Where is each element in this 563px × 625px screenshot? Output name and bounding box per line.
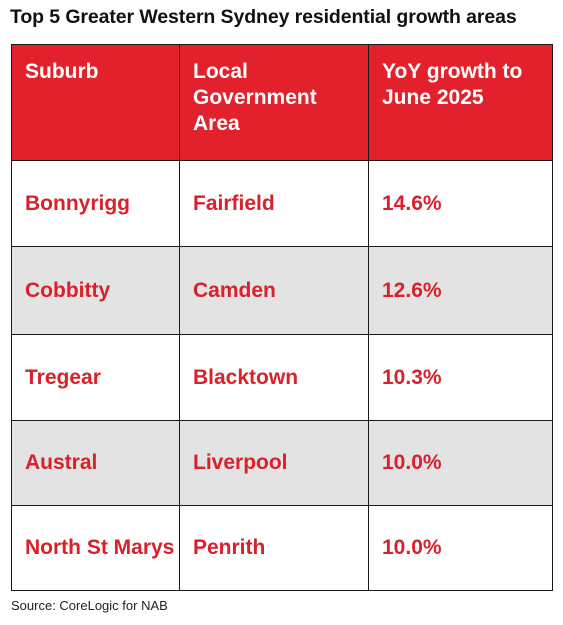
table-row: North St Marys Penrith 10.0% — [11, 505, 553, 591]
table-header-row: Suburb Local Government Area YoY growth … — [11, 44, 553, 161]
growth-cell: 10.0% — [368, 420, 553, 506]
suburb-cell: Tregear — [11, 334, 180, 421]
table-row: Austral Liverpool 10.0% — [11, 420, 553, 506]
growth-cell: 12.6% — [368, 246, 553, 335]
suburb-cell: Bonnyrigg — [11, 160, 180, 247]
suburb-cell: North St Marys — [11, 505, 180, 591]
source-note: Source: CoreLogic for NAB — [11, 598, 168, 613]
column-header-lga: Local Government Area — [179, 44, 369, 161]
lga-cell: Blacktown — [179, 334, 369, 421]
table-title: Top 5 Greater Western Sydney residential… — [10, 6, 517, 28]
growth-cell: 10.3% — [368, 334, 553, 421]
table-row: Tregear Blacktown 10.3% — [11, 334, 553, 421]
growth-cell: 10.0% — [368, 505, 553, 591]
table-row: Cobbitty Camden 12.6% — [11, 246, 553, 335]
suburb-cell: Austral — [11, 420, 180, 506]
column-header-growth: YoY growth to June 2025 — [368, 44, 553, 161]
suburb-cell: Cobbitty — [11, 246, 180, 335]
table-row: Bonnyrigg Fairfield 14.6% — [11, 160, 553, 247]
growth-areas-table: Suburb Local Government Area YoY growth … — [11, 44, 553, 591]
column-header-suburb: Suburb — [11, 44, 180, 161]
lga-cell: Camden — [179, 246, 369, 335]
lga-cell: Liverpool — [179, 420, 369, 506]
lga-cell: Penrith — [179, 505, 369, 591]
growth-cell: 14.6% — [368, 160, 553, 247]
lga-cell: Fairfield — [179, 160, 369, 247]
